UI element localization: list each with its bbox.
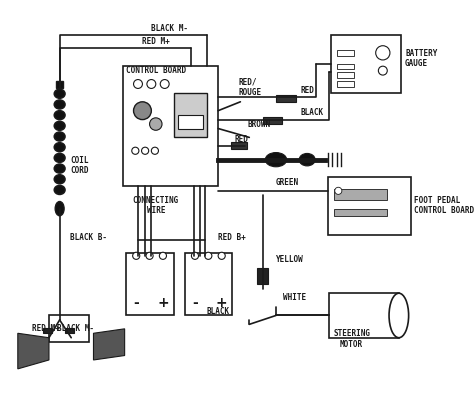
Bar [328,177,411,235]
Bar [263,117,282,124]
Circle shape [159,252,166,260]
Bar [334,189,387,200]
Bar [49,316,89,342]
Text: +: + [157,295,169,310]
Text: BLACK: BLACK [207,307,230,316]
Circle shape [146,252,153,260]
Polygon shape [93,329,125,360]
Ellipse shape [389,293,409,338]
Bar [56,81,63,88]
Ellipse shape [55,89,65,98]
Text: BLACK M-: BLACK M- [57,324,94,333]
Circle shape [134,79,143,88]
Bar [276,95,296,102]
Ellipse shape [55,153,65,162]
Ellipse shape [55,143,65,152]
Circle shape [132,147,139,154]
Ellipse shape [265,152,287,167]
Ellipse shape [55,121,65,130]
Text: BLACK M-: BLACK M- [151,24,188,32]
Ellipse shape [55,164,65,173]
Text: RED M+: RED M+ [32,324,60,333]
Bar [231,142,247,149]
Circle shape [150,118,162,130]
Circle shape [191,252,199,260]
Text: RED: RED [301,86,315,95]
Circle shape [160,79,169,88]
Text: RED/
ROUGE: RED/ ROUGE [238,77,262,97]
Text: BROWN: BROWN [247,120,271,129]
Bar [178,115,203,128]
Polygon shape [18,333,49,369]
Circle shape [335,187,342,194]
Bar [185,253,232,316]
Text: COIL
CORD: COIL CORD [71,156,90,175]
Bar [123,66,218,186]
Bar [337,50,355,56]
Text: CONNECTING
WIRE: CONNECTING WIRE [133,196,179,215]
Bar [331,35,401,93]
Circle shape [151,147,158,154]
Ellipse shape [55,111,65,120]
Text: GREEN: GREEN [276,178,299,186]
Ellipse shape [55,186,65,194]
Text: CONTROL BOARD: CONTROL BOARD [126,66,186,75]
Bar [43,328,52,333]
Ellipse shape [55,175,65,184]
Ellipse shape [55,201,64,216]
Ellipse shape [299,153,315,166]
Text: BLACK: BLACK [301,108,324,117]
Bar [337,81,355,87]
Circle shape [205,252,212,260]
Circle shape [134,102,151,120]
Ellipse shape [55,132,65,141]
Bar [334,209,387,216]
Circle shape [376,46,390,60]
Text: RED: RED [234,135,248,144]
Ellipse shape [55,100,65,109]
Text: BLACK B-: BLACK B- [70,233,107,242]
Text: -: - [133,295,139,310]
Circle shape [133,252,140,260]
Text: FOOT PEDAL
CONTROL BOARD: FOOT PEDAL CONTROL BOARD [414,196,474,215]
Text: RED M+: RED M+ [142,37,170,46]
Text: STEERING
MOTOR: STEERING MOTOR [333,329,370,349]
Circle shape [218,252,225,260]
Bar [127,253,173,316]
Text: YELLOW: YELLOW [276,255,304,264]
Bar [337,72,355,78]
Bar [337,64,355,69]
Text: BATTERY
GAUGE: BATTERY GAUGE [405,49,438,68]
Text: RED B+: RED B+ [218,233,246,242]
Circle shape [378,66,387,75]
Text: +: + [216,295,228,310]
Circle shape [147,79,156,88]
Bar [257,268,268,284]
Text: WHITE: WHITE [283,293,306,302]
Circle shape [142,147,149,154]
Bar [173,93,208,137]
Text: -: - [192,295,198,310]
Bar [329,293,399,338]
Bar [65,328,74,333]
